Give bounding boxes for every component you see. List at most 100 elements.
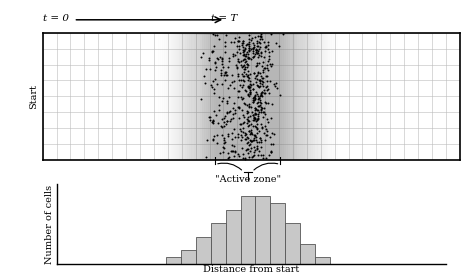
Point xyxy=(240,58,247,63)
Point xyxy=(229,54,237,58)
Point xyxy=(254,54,262,59)
Point xyxy=(268,49,275,53)
Point xyxy=(256,81,264,85)
Point xyxy=(219,56,226,60)
Point xyxy=(262,45,270,49)
Bar xyxy=(196,237,211,264)
Point xyxy=(250,136,257,140)
Point xyxy=(214,57,221,61)
Point xyxy=(247,139,255,144)
Point xyxy=(245,147,252,151)
Point xyxy=(262,91,269,95)
Point xyxy=(244,151,251,155)
Point xyxy=(255,128,263,133)
Point xyxy=(250,98,258,103)
Point xyxy=(242,58,249,63)
Bar xyxy=(168,33,327,160)
Point xyxy=(263,84,271,88)
Point xyxy=(219,82,226,86)
Point xyxy=(254,51,262,56)
Point xyxy=(258,139,265,144)
Point xyxy=(245,136,252,141)
Point xyxy=(210,121,217,125)
Point xyxy=(231,108,238,112)
Point xyxy=(248,132,256,136)
Point xyxy=(222,33,230,38)
Point xyxy=(265,54,273,58)
Point xyxy=(254,83,261,87)
Point xyxy=(244,93,252,97)
Point xyxy=(249,100,256,104)
Point xyxy=(253,61,261,66)
Point xyxy=(217,124,225,129)
Point xyxy=(257,54,265,59)
Bar xyxy=(160,33,335,160)
Point xyxy=(253,90,260,94)
Point xyxy=(235,72,242,76)
Point xyxy=(257,104,264,109)
Point xyxy=(261,110,268,114)
Point xyxy=(246,45,253,50)
Point xyxy=(254,84,262,88)
Point xyxy=(253,39,261,43)
Point xyxy=(245,56,253,60)
Point xyxy=(239,96,247,101)
Point xyxy=(248,47,255,51)
Point xyxy=(264,63,271,67)
Point xyxy=(241,79,248,83)
Point xyxy=(218,117,225,122)
Point xyxy=(235,89,243,94)
Point xyxy=(209,79,217,84)
Point xyxy=(230,144,238,148)
Point xyxy=(237,129,245,134)
Point xyxy=(254,97,262,101)
Point xyxy=(202,67,210,71)
Point xyxy=(249,46,256,50)
Point xyxy=(224,65,231,69)
Point xyxy=(213,133,221,138)
Point xyxy=(259,83,266,88)
Point xyxy=(245,84,253,89)
Point xyxy=(245,37,252,42)
Point xyxy=(251,94,258,99)
Point xyxy=(264,59,272,63)
Point xyxy=(232,148,239,153)
Point xyxy=(241,101,249,106)
Point xyxy=(236,105,243,109)
Point xyxy=(249,97,257,102)
Bar xyxy=(300,244,315,264)
Point xyxy=(252,46,260,51)
Point xyxy=(258,106,266,110)
Point xyxy=(261,45,268,49)
Point xyxy=(250,95,258,99)
Point xyxy=(244,42,252,46)
Point xyxy=(272,84,279,88)
Point xyxy=(235,153,243,158)
Point xyxy=(211,60,219,65)
Point xyxy=(211,61,219,65)
Point xyxy=(209,32,216,37)
Point xyxy=(257,34,264,38)
Point xyxy=(228,40,235,44)
Point xyxy=(253,144,261,148)
Point xyxy=(257,152,264,157)
Point xyxy=(261,138,268,142)
Bar xyxy=(181,251,196,264)
Point xyxy=(216,108,223,112)
Point xyxy=(248,155,256,160)
Point xyxy=(238,85,246,89)
Point xyxy=(264,101,272,106)
Point xyxy=(256,84,264,88)
Point xyxy=(209,49,216,53)
Point xyxy=(240,48,247,52)
Point xyxy=(231,35,239,40)
Point xyxy=(220,124,228,128)
Point xyxy=(234,131,242,136)
Y-axis label: Start: Start xyxy=(29,84,38,109)
Point xyxy=(233,65,241,70)
Point xyxy=(251,147,259,152)
Point xyxy=(201,73,208,78)
Point xyxy=(269,62,276,67)
Point xyxy=(253,147,260,152)
Point xyxy=(197,55,204,59)
